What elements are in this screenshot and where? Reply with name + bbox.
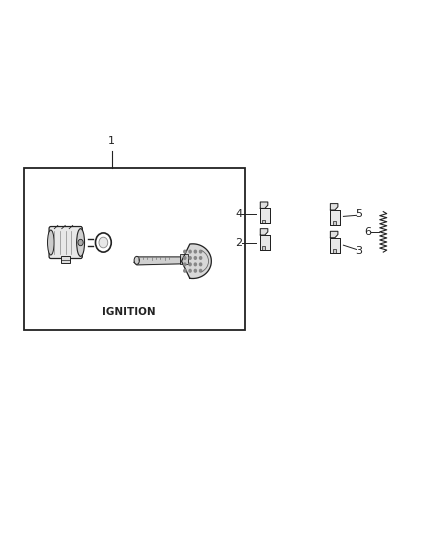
Text: 2: 2 — [235, 238, 242, 247]
Circle shape — [184, 270, 186, 272]
Bar — [260, 208, 270, 223]
Bar — [24, 168, 245, 330]
Bar — [332, 249, 336, 253]
Ellipse shape — [77, 229, 85, 256]
Circle shape — [189, 257, 191, 259]
Circle shape — [184, 257, 186, 259]
Polygon shape — [330, 204, 338, 210]
Bar — [260, 235, 270, 250]
Polygon shape — [134, 257, 180, 265]
Circle shape — [189, 263, 191, 265]
Circle shape — [99, 237, 108, 248]
Bar — [180, 254, 187, 264]
Bar — [330, 210, 340, 225]
Bar — [262, 220, 265, 223]
Polygon shape — [330, 231, 338, 238]
Text: 1: 1 — [108, 136, 115, 146]
Circle shape — [194, 257, 196, 259]
Polygon shape — [181, 244, 211, 278]
Text: 5: 5 — [356, 209, 363, 219]
Polygon shape — [260, 202, 268, 208]
Circle shape — [78, 239, 83, 246]
Bar — [330, 210, 340, 225]
Bar — [332, 221, 336, 225]
Text: 3: 3 — [356, 246, 363, 255]
Circle shape — [199, 250, 201, 253]
Ellipse shape — [134, 256, 139, 264]
Polygon shape — [260, 229, 268, 235]
Circle shape — [199, 257, 201, 259]
Circle shape — [184, 250, 186, 253]
Circle shape — [194, 270, 196, 272]
Bar — [262, 246, 265, 250]
Circle shape — [184, 263, 186, 265]
Circle shape — [189, 270, 191, 272]
Text: IGNITION: IGNITION — [102, 307, 156, 317]
Circle shape — [194, 250, 196, 253]
Ellipse shape — [47, 230, 54, 255]
Circle shape — [194, 263, 196, 265]
Bar — [260, 235, 270, 250]
Bar — [330, 238, 340, 253]
Bar — [61, 256, 70, 263]
Circle shape — [189, 250, 191, 253]
Bar — [260, 208, 270, 223]
Circle shape — [95, 233, 111, 252]
Text: 4: 4 — [235, 209, 242, 219]
Circle shape — [199, 270, 201, 272]
Circle shape — [199, 263, 201, 265]
FancyBboxPatch shape — [49, 227, 82, 259]
Bar — [330, 238, 340, 253]
Text: 6: 6 — [364, 227, 371, 237]
